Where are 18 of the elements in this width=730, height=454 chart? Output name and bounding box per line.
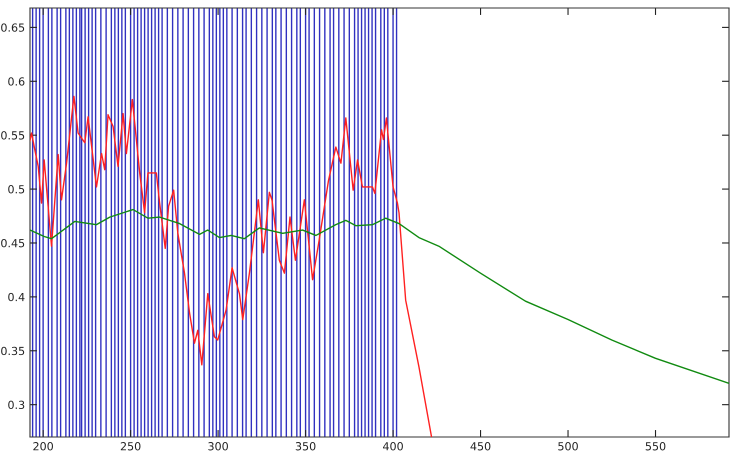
- y-tick-label: 0.3: [8, 400, 24, 410]
- y-tick-label: 0.55: [1, 131, 24, 140]
- y-tick-label: 0.4: [8, 292, 25, 302]
- x-tick-label: 200: [33, 442, 53, 450]
- y-tick-label: 0.35: [1, 346, 24, 356]
- y-tick-label: 0.6: [8, 77, 24, 86]
- line-series: [30, 208, 729, 384]
- line-series: [30, 96, 432, 437]
- y-tick-label: 0.45: [1, 238, 24, 248]
- y-tick-label: 0.65: [1, 23, 24, 32]
- x-tick-label: 450: [470, 442, 490, 450]
- x-tick-label: 550: [646, 442, 666, 450]
- x-tick-label: 500: [558, 442, 578, 450]
- x-tick-label: 350: [296, 442, 316, 450]
- x-tick-label: 300: [208, 442, 228, 450]
- y-tick-label: 0.5: [8, 185, 24, 194]
- x-tick-label: 400: [383, 442, 403, 450]
- x-tick-label: 250: [120, 442, 140, 450]
